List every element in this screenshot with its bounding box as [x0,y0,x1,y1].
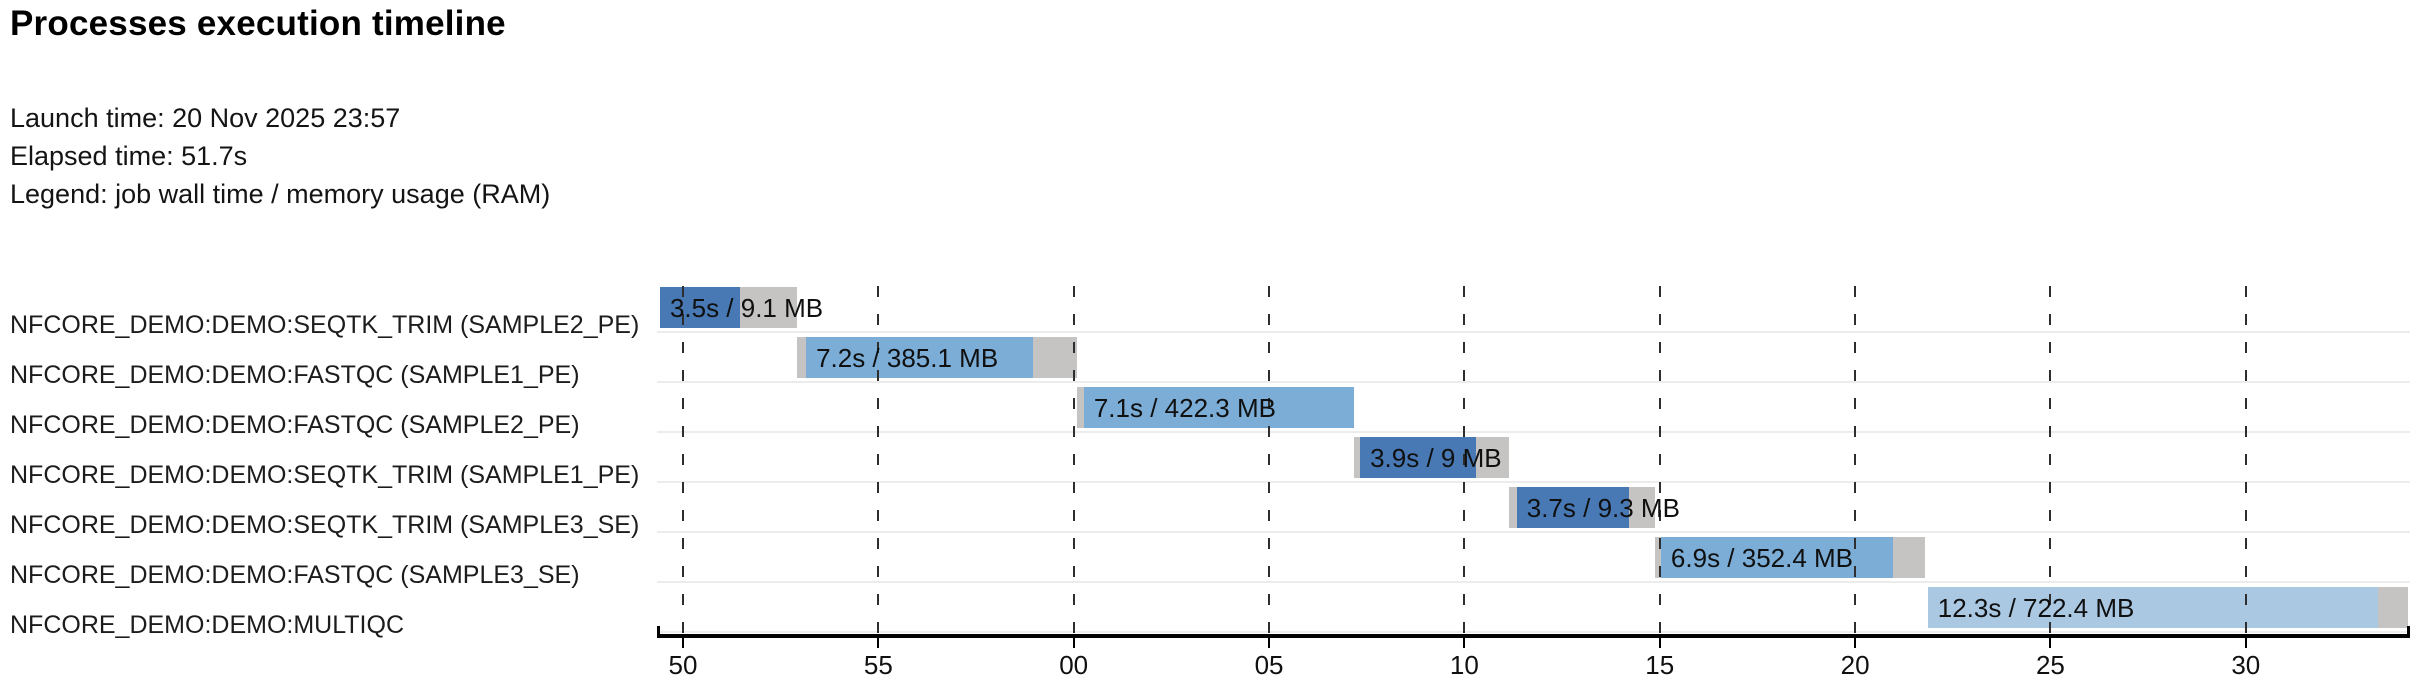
task-bar-overhead-segment [2377,587,2408,628]
axis-tick-label: 10 [1449,650,1479,680]
task-bar-run-segment [659,287,741,328]
axis-tick-label: 25 [2035,650,2065,680]
time-gridline [1072,286,1075,634]
axis-tick [1268,638,1271,648]
elapsed-time-text: Elapsed time: 51.7s [10,141,248,171]
time-gridline [1854,286,1857,634]
time-gridline [1658,286,1661,634]
task-bar-label: 3.7s / 9.3 MB [1526,493,1680,523]
task-bar-overhead-segment [1475,437,1509,478]
time-gridline [2049,286,2052,634]
axis-tick [2244,638,2247,648]
time-gridline [877,286,880,634]
axis-tick [2049,638,2052,648]
row-gridline [657,631,2410,633]
row-gridline [657,581,2410,583]
axis-tick [1854,638,1857,648]
axis-tick-label: 50 [668,650,698,680]
task-bar-overhead-segment [1892,537,1925,578]
task-bar-label: 6.9s / 352.4 MB [1670,543,1854,573]
task-bar-label: 7.1s / 422.3 MB [1093,393,1276,423]
axis-tick-label: 30 [2231,650,2261,680]
task-bar-run-segment [1660,537,1893,578]
process-label: NFCORE_DEMO:DEMO:SEQTK_TRIM (SAMPLE3_SE) [10,511,640,539]
x-axis-left-cap [657,626,660,634]
task-bar-overhead-segment [1353,437,1361,478]
task-bar-label: 12.3s / 722.4 MB [1937,593,2135,623]
row-gridline [657,331,2410,333]
task-bar-label: 3.9s / 9 MB [1370,443,1502,473]
axis-tick [682,638,684,648]
task-bar-overhead-segment [1654,537,1661,578]
process-label: NFCORE_DEMO:DEMO:SEQTK_TRIM (SAMPLE2_PE) [10,311,640,339]
row-gridline [657,531,2410,533]
task-bar-overhead-segment [797,337,807,378]
task-bar-overhead-segment [1076,387,1084,428]
task-bar-overhead-segment [1508,487,1517,528]
axis-tick [1463,638,1466,648]
task-bar-run-segment [1360,437,1476,478]
time-gridline [2244,286,2247,634]
axis-tick [1072,638,1075,648]
row-gridline [657,481,2410,483]
task-bar-label: 3.5s / 9.1 MB [669,293,824,323]
x-axis-right-cap [2407,626,2410,634]
axis-tick-label: 20 [1840,650,1870,680]
axis-tick-label: 55 [863,650,893,680]
time-gridline [1268,286,1271,634]
task-bar-run-segment [1516,487,1629,528]
task-bar-run-segment [806,337,1034,378]
task-bar-run-segment [1927,587,2378,628]
task-bar-run-segment [1083,387,1354,428]
launch-time-text: Launch time: 20 Nov 2025 23:57 [10,103,401,133]
time-gridline [1463,286,1466,634]
x-axis-line [657,634,2410,638]
task-bar-label: 7.2s / 385.1 MB [816,343,999,373]
report-meta: Launch time: 20 Nov 2025 23:57 Elapsed t… [10,99,550,213]
process-label: NFCORE_DEMO:DEMO:FASTQC (SAMPLE2_PE) [10,411,580,439]
page-title: Processes execution timeline [10,4,506,43]
axis-tick [1658,638,1661,648]
axis-tick [877,638,880,648]
row-gridline [657,381,2410,383]
legend-text: Legend: job wall time / memory usage (RA… [10,179,551,209]
process-label: NFCORE_DEMO:DEMO:SEQTK_TRIM (SAMPLE1_PE) [10,461,640,489]
process-label: NFCORE_DEMO:DEMO:FASTQC (SAMPLE3_SE) [10,561,580,589]
time-gridline [682,286,684,634]
task-bar-overhead-segment [1033,337,1077,378]
row-gridline [657,431,2410,433]
process-label: NFCORE_DEMO:DEMO:FASTQC (SAMPLE1_PE) [10,361,580,389]
axis-tick-label: 15 [1645,650,1675,680]
axis-tick-label: 00 [1059,650,1089,680]
axis-tick-label: 05 [1254,650,1284,680]
task-bar-overhead-segment [740,287,798,328]
process-label: NFCORE_DEMO:DEMO:MULTIQC [10,611,404,639]
task-bar-overhead-segment [1628,487,1655,528]
